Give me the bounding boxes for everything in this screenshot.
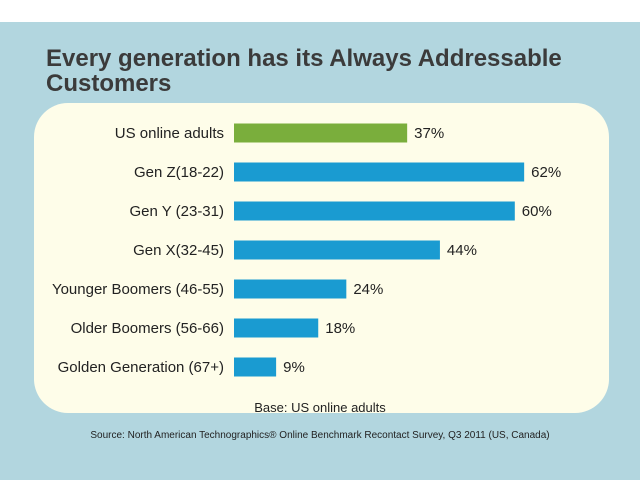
bar xyxy=(234,201,515,221)
category-label: Golden Generation (67+) xyxy=(58,359,224,376)
value-label: 24% xyxy=(353,281,383,298)
value-label: 37% xyxy=(414,125,444,142)
bar-chart: US online adults 37% Gen Z(18-22) 62% Gen Y … xyxy=(52,123,561,377)
source-note: Source: North American Technographics® O… xyxy=(90,430,550,441)
category-label: Gen Z(18-22) xyxy=(134,164,224,181)
bar xyxy=(234,162,525,182)
bar xyxy=(234,318,319,338)
category-label: Gen Y (23-31) xyxy=(129,203,224,220)
slide-background: Every generation has its Always Addressa… xyxy=(0,22,640,480)
bar xyxy=(234,240,440,260)
base-note: Base: US online adults xyxy=(254,400,386,415)
bar xyxy=(234,123,408,143)
category-label: Younger Boomers (46-55) xyxy=(52,281,224,298)
value-label: 44% xyxy=(447,242,477,259)
value-label: 18% xyxy=(325,320,355,337)
category-label: Older Boomers (56-66) xyxy=(71,320,224,337)
category-label: US online adults xyxy=(115,125,224,142)
bar xyxy=(234,357,277,377)
chart-title: Every generation has its Always Addressa… xyxy=(46,45,562,97)
value-label: 62% xyxy=(531,164,561,181)
bar xyxy=(234,279,347,299)
value-label: 9% xyxy=(283,359,305,376)
value-label: 60% xyxy=(522,203,552,220)
category-label: Gen X(32-45) xyxy=(133,242,224,259)
